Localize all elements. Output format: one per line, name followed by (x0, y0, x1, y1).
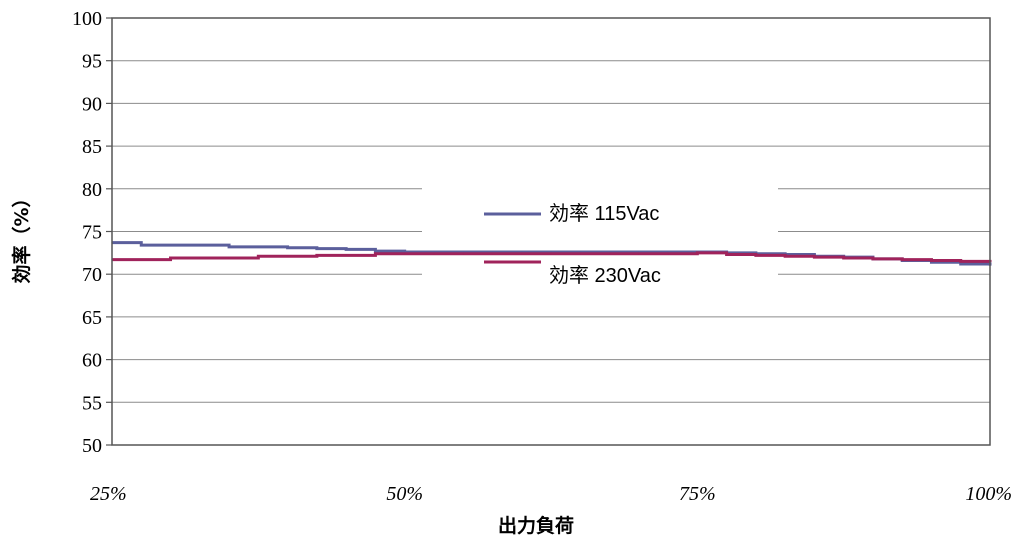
series-1-point (257, 246, 259, 248)
series-1-point (228, 246, 230, 248)
legend-label-2: 効率 230Vac (549, 264, 661, 287)
series-1-point (960, 263, 962, 265)
legend-label-1: 効率 115Vac (549, 202, 659, 225)
series-2-point (901, 259, 903, 261)
series-2-point (345, 254, 347, 257)
series-2-point (462, 253, 464, 255)
series-2-point (199, 257, 201, 259)
series-2-point (521, 253, 523, 255)
y-tick-label: 70 (82, 264, 102, 286)
x-tick-label: 50% (386, 483, 423, 505)
series-2-point (813, 256, 816, 258)
series-1-point (316, 247, 318, 250)
series-2-point (140, 259, 142, 261)
series-2-point (169, 257, 172, 259)
series-2-point (316, 254, 318, 257)
y-axis-title: 効率（%） (10, 188, 33, 283)
series-layer (111, 241, 992, 267)
x-tick-label: 25% (90, 483, 127, 505)
series-2-point (550, 253, 552, 255)
y-tick-label: 55 (82, 392, 102, 414)
series-2-point (755, 254, 757, 257)
series-2-point (638, 253, 640, 255)
series-2-point (433, 253, 435, 255)
series-1-point (374, 250, 376, 252)
legend-layer: 効率 115Vac 効率 230Vac (484, 202, 661, 287)
series-1-point (140, 244, 142, 246)
series-2-point (608, 253, 611, 255)
y-tick-label: 80 (82, 179, 102, 201)
x-axis-title: 出力負荷 (498, 514, 574, 537)
series-2-point (404, 253, 406, 255)
y-tick-label: 65 (82, 307, 102, 329)
y-tick-label: 50 (82, 435, 102, 457)
grid-layer (112, 60, 990, 403)
x-tick-label: 75% (679, 483, 716, 505)
series-2-point (726, 253, 728, 256)
series-2-point (784, 255, 786, 257)
series-2-point (843, 257, 845, 259)
tick-layer: 50 55 60 65 70 75 80 85 90 95 100 25% 50% 75% 100% (72, 8, 1012, 505)
y-tick-label: 60 (82, 350, 102, 372)
series-2-point (579, 253, 581, 255)
y-tick-label: 90 (82, 93, 102, 115)
series-2-point (491, 253, 494, 255)
y-tick-label: 95 (82, 51, 102, 73)
series-1-point (169, 244, 172, 246)
series-1-point (287, 247, 289, 249)
y-tick-label: 75 (82, 222, 102, 244)
series-line-2 (112, 251, 992, 263)
series-1-point (199, 244, 201, 246)
y-tick-label: 85 (82, 136, 102, 158)
series-2-point (667, 253, 669, 255)
series-2-point (696, 252, 698, 254)
series-2-point (872, 258, 874, 260)
x-tick-label: 100% (965, 483, 1012, 505)
series-2-point (257, 255, 259, 257)
series-1-point (345, 248, 347, 251)
series-2-point (228, 257, 230, 259)
series-2-point (287, 255, 289, 257)
series-2-point (960, 260, 962, 262)
y-tick-label: 100 (72, 8, 102, 30)
series-2-point (930, 259, 933, 262)
series-2-point (374, 253, 376, 255)
